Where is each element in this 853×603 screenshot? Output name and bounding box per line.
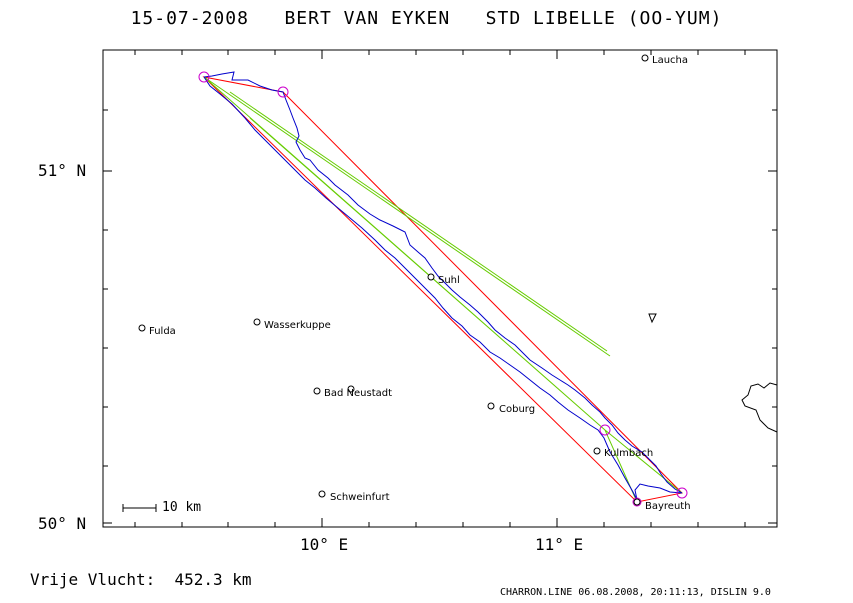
- city-marker: [641, 54, 649, 62]
- map-frame: [102, 49, 778, 528]
- turnpoint-marker: [277, 86, 289, 98]
- city-label: Bayreuth: [645, 501, 691, 512]
- turnpoint-marker: [198, 71, 210, 83]
- turnpoint-marker: [676, 487, 688, 499]
- lat-label: 51° N: [38, 161, 87, 180]
- city-marker: [138, 324, 146, 332]
- lon-label: 10° E: [300, 535, 349, 554]
- city-marker: [313, 387, 321, 395]
- city-marker: [633, 498, 641, 506]
- city-label: Suhl: [438, 275, 460, 286]
- border-outline: [741, 382, 778, 433]
- axis-ticks: [103, 50, 777, 527]
- flight-track: [203, 71, 683, 501]
- city-label: Fulda: [149, 326, 176, 337]
- map-title: 15-07-2008 BERT VAN EYKEN STD LIBELLE (O…: [130, 8, 723, 29]
- city-marker: [487, 402, 495, 410]
- city-marker: [427, 273, 435, 281]
- city-label: Laucha: [652, 55, 689, 66]
- triangle-marker-icon: [648, 313, 657, 324]
- scale-label: 10 km: [162, 500, 202, 515]
- lon-label: 11° E: [535, 535, 584, 554]
- city-marker: [253, 318, 261, 326]
- city-label: Schweinfurt: [330, 492, 390, 503]
- city-marker: [318, 490, 326, 498]
- green-task-line: [203, 76, 683, 503]
- turnpoint-marker: [599, 424, 611, 436]
- lat-label: 50° N: [38, 514, 87, 533]
- city-marker: [347, 385, 355, 393]
- city-label: Wasserkuppe: [264, 320, 331, 331]
- city-marker: [593, 447, 601, 455]
- city-label: Coburg: [499, 404, 536, 415]
- city-label: Kulmbach: [604, 448, 654, 459]
- footer-text: CHARRON.LINE 06.08.2008, 20:11:13, DISLI…: [500, 587, 771, 598]
- distance-text: Vrije Vlucht: 452.3 km: [30, 570, 252, 589]
- scale-bar: [122, 504, 157, 512]
- city-label: Bad Neustadt: [324, 388, 393, 399]
- turnpoint-marker: [632, 497, 642, 507]
